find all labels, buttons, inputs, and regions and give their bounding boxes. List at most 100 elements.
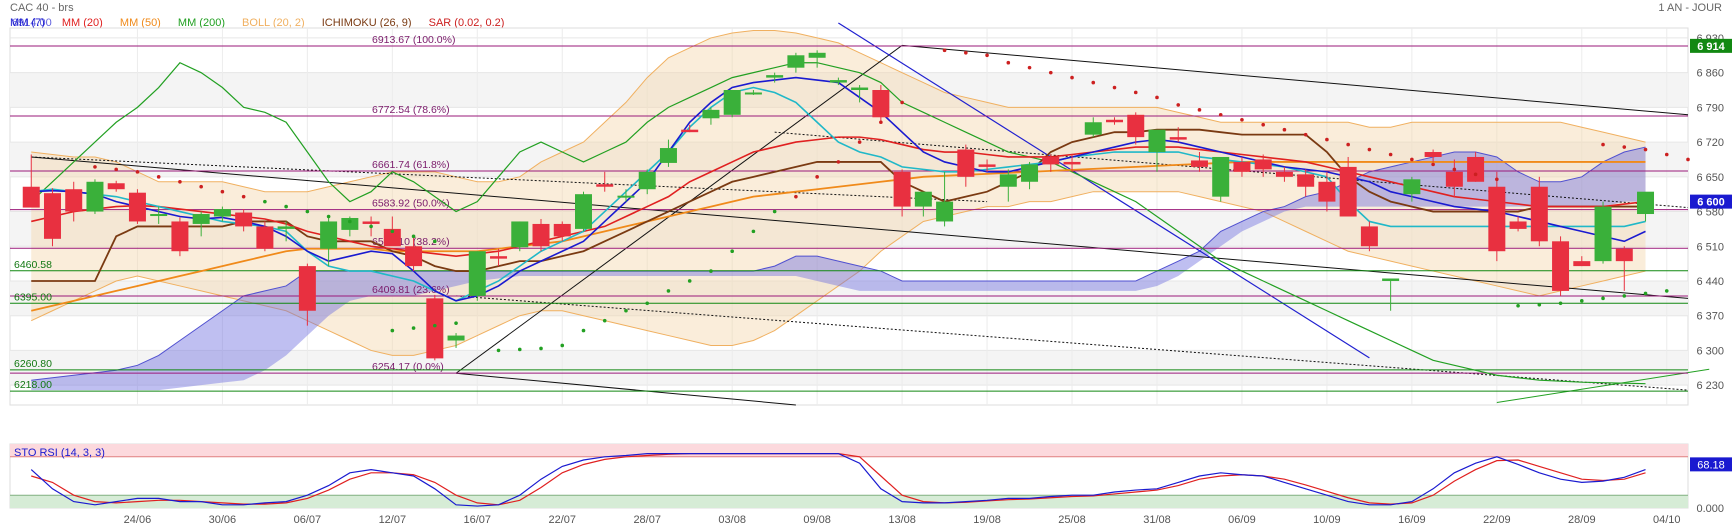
candle-body	[320, 221, 338, 249]
rsi-value-label: 68.18	[1697, 459, 1725, 471]
sar-dot	[390, 229, 395, 234]
last-price-tag	[1690, 38, 1732, 53]
sar-dot	[1622, 145, 1627, 149]
candle-body	[1127, 114, 1145, 138]
candle-body	[22, 186, 40, 208]
candle-body	[171, 221, 189, 252]
candle-body	[426, 298, 444, 359]
y-tick-label: 6 580	[1696, 207, 1724, 219]
x-tick-label: 09/08	[803, 514, 831, 526]
sar-dot	[794, 194, 798, 199]
candle-body	[43, 193, 61, 239]
x-tick-label: 16/07	[464, 514, 492, 526]
candle-body	[638, 171, 656, 190]
sar-dot	[1303, 132, 1308, 137]
sar-dot	[1282, 127, 1287, 132]
sar-dot	[517, 347, 522, 352]
sar-dot	[1686, 157, 1690, 162]
sar-dot	[1240, 117, 1244, 122]
sar-dot	[1643, 291, 1648, 296]
candle-body	[1552, 241, 1570, 291]
candle-body	[341, 217, 359, 230]
sar-dot	[560, 343, 565, 348]
sar-dot	[1261, 122, 1265, 127]
candle-body	[1509, 221, 1527, 229]
sar-dot	[199, 184, 203, 189]
candle-body	[574, 194, 592, 229]
candle-body	[829, 80, 847, 83]
candle-body	[851, 87, 869, 91]
fib-level-label: 6772.54 (78.6%)	[372, 104, 450, 116]
candle-body	[617, 195, 635, 198]
x-tick-label: 03/08	[718, 514, 746, 526]
candle-body	[192, 214, 210, 224]
candle-body	[1424, 152, 1442, 157]
sar-dot	[1027, 65, 1032, 70]
chart-period: 1 AN - JOUR	[1658, 2, 1722, 14]
sar-dot	[666, 289, 671, 293]
sar-dot	[687, 279, 692, 283]
sar-dot	[1325, 137, 1329, 142]
rsi-zero-label: 0.000	[1696, 503, 1724, 515]
bollinger-band-fill	[31, 30, 1646, 356]
fib-level-label: 6913.67 (100.0%)	[372, 34, 455, 46]
trendline-top	[902, 44, 1689, 116]
legend-overlap-value: 6914.00	[12, 17, 52, 29]
sar-dot	[539, 346, 543, 351]
trendline-dotted-mid	[774, 131, 1689, 209]
sar-dot	[730, 249, 734, 254]
rsi-overbought-zone	[10, 444, 1688, 457]
candle-body	[914, 191, 932, 207]
candle-body	[1254, 159, 1272, 170]
x-tick-label: 06/09	[1228, 514, 1256, 526]
candle-body	[1233, 161, 1251, 172]
candle-body	[468, 251, 486, 296]
sar-dot	[879, 120, 883, 125]
x-tick-label: 16/09	[1398, 514, 1426, 526]
sar-dot	[1388, 152, 1393, 157]
candle-body	[256, 226, 274, 249]
x-tick-label: 22/09	[1483, 514, 1511, 526]
sar-dot	[1473, 172, 1478, 177]
sar-dot	[751, 229, 756, 234]
x-tick-label: 13/08	[888, 514, 916, 526]
candle-body	[659, 148, 677, 163]
candle-body	[1339, 166, 1357, 217]
candle-body	[872, 90, 890, 118]
sar-dot	[985, 53, 989, 58]
support-level-label: 6395.00	[14, 291, 52, 303]
x-tick-label: 19/08	[973, 514, 1001, 526]
sar-dot	[857, 140, 862, 144]
candle-body	[957, 149, 975, 177]
sar-dot	[1155, 95, 1159, 100]
candle-body	[1297, 174, 1315, 187]
trendline-green	[1496, 368, 1710, 404]
candle-body	[681, 129, 699, 133]
sar-dot	[645, 301, 650, 306]
last-price-label: 6 914	[1697, 41, 1725, 53]
candle-body	[490, 256, 508, 259]
x-tick-label: 06/07	[294, 514, 322, 526]
candle-body	[235, 212, 253, 227]
candle-body	[298, 266, 316, 311]
candle-body	[808, 52, 826, 58]
sar-dot	[284, 204, 288, 209]
candle-body	[150, 214, 168, 217]
sar-dot	[1664, 152, 1669, 157]
sar-dot	[348, 219, 352, 224]
x-tick-label: 25/08	[1058, 514, 1086, 526]
trendline-blue	[838, 22, 1370, 359]
candle-body	[1212, 156, 1230, 197]
x-tick-label: 22/07	[548, 514, 576, 526]
candle-body	[362, 221, 380, 224]
y-tick-label: 6 510	[1696, 241, 1724, 253]
candle-body	[936, 201, 954, 222]
fib-level-label: 6583.92 (50.0%)	[372, 198, 450, 210]
trendline-bottom	[456, 372, 796, 406]
x-tick-label: 28/09	[1568, 514, 1596, 526]
sar-dot	[1622, 294, 1627, 298]
support-level-label: 6260.80	[14, 358, 52, 370]
ichimoku-cloud	[31, 147, 1646, 391]
candle-body	[1637, 191, 1655, 215]
sar-dot	[454, 321, 458, 325]
